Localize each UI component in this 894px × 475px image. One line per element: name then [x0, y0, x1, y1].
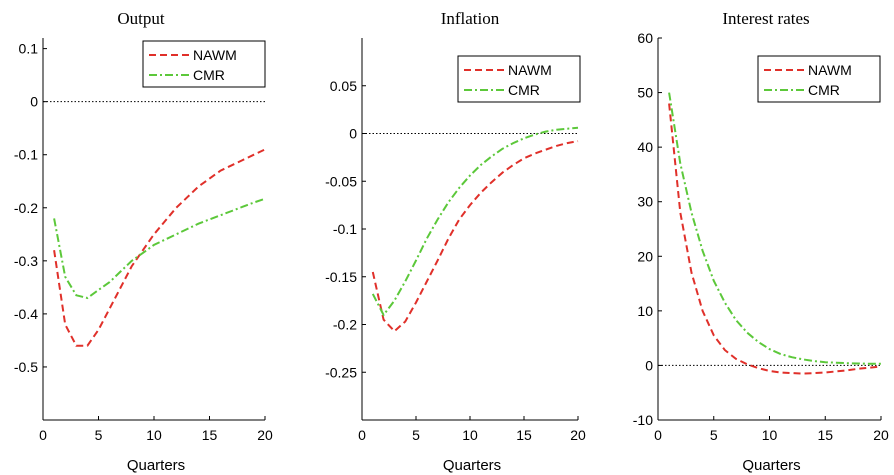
x-tick-label: 10 — [462, 427, 478, 443]
legend: NAWM CMR — [757, 55, 881, 103]
y-tick-label: -10 — [633, 412, 653, 428]
panel-inflation: Inflation 0 5 10 15 20 0.05 0 -0.05 -0.1 -0.15 -0.2… — [325, 9, 586, 474]
x-tick-label: 0 — [358, 427, 366, 443]
series-line-cmr — [53, 197, 266, 300]
y-tick-label: 0 — [349, 126, 357, 142]
legend: NAWM CMR — [142, 40, 266, 88]
legend-label-nawm: NAWM — [508, 62, 552, 78]
series-line-nawm — [53, 148, 266, 347]
series-line-nawm — [668, 103, 882, 375]
x-tick-label: 20 — [257, 427, 273, 443]
x-tick-label: 20 — [873, 427, 889, 443]
series-line-cmr — [371, 126, 579, 317]
panel-output: Output 0 5 10 15 20 0.1 0 -0.1 -0.2 -0.3 -0.4 -0.5 Qu… — [14, 9, 273, 474]
y-tick-label: 40 — [637, 139, 653, 155]
y-tick-label: -0.2 — [14, 200, 38, 216]
x-tick-label: 5 — [95, 427, 103, 443]
x-tick-label: 5 — [710, 427, 718, 443]
y-tick-label: -0.15 — [325, 269, 357, 285]
x-tick-label: 15 — [516, 427, 532, 443]
x-tick-label: 15 — [202, 427, 218, 443]
y-tick-label: 0.1 — [19, 41, 39, 57]
chart-title: Inflation — [441, 9, 500, 28]
y-tick-label: 20 — [637, 248, 653, 264]
x-axis-label: Quarters — [443, 457, 501, 474]
y-tick-label: 50 — [637, 85, 653, 101]
chart-title: Interest rates — [722, 9, 809, 28]
legend-label-cmr: CMR — [508, 82, 540, 98]
y-tick-label: 10 — [637, 303, 653, 319]
y-tick-label: -0.1 — [333, 221, 357, 237]
x-tick-label: 20 — [570, 427, 586, 443]
x-tick-label: 15 — [817, 427, 833, 443]
y-tick-label: 30 — [637, 194, 653, 210]
series-line-cmr — [668, 92, 881, 365]
legend-label-nawm: NAWM — [193, 47, 237, 63]
legend-label-cmr: CMR — [808, 82, 840, 98]
y-tick-label: -0.05 — [325, 173, 357, 189]
legend-box — [757, 55, 881, 103]
y-tick-label: -0.4 — [14, 306, 38, 322]
legend: NAWM CMR — [457, 55, 581, 103]
legend-label-nawm: NAWM — [808, 62, 852, 78]
x-axis-label: Quarters — [127, 457, 185, 474]
y-tick-label: 0 — [645, 357, 653, 373]
legend-box — [457, 55, 581, 103]
y-tick-label: -0.2 — [333, 317, 357, 333]
legend-label-cmr: CMR — [193, 67, 225, 83]
y-tick-label: 0.05 — [330, 78, 357, 94]
chart-title: Output — [117, 9, 165, 28]
x-axis-label: Quarters — [742, 457, 800, 474]
y-tick-label: -0.1 — [14, 147, 38, 163]
legend-box — [142, 40, 266, 88]
y-tick-label: -0.25 — [325, 364, 357, 380]
y-tick-label: -0.5 — [14, 359, 38, 375]
x-tick-label: 10 — [146, 427, 162, 443]
x-tick-label: 10 — [762, 427, 778, 443]
y-tick-label: 60 — [637, 30, 653, 46]
x-tick-label: 0 — [39, 427, 47, 443]
y-tick-label: -0.3 — [14, 253, 38, 269]
y-tick-label: 0 — [30, 94, 38, 110]
series-line-nawm — [371, 140, 579, 333]
x-tick-label: 5 — [412, 427, 420, 443]
x-tick-label: 0 — [654, 427, 662, 443]
